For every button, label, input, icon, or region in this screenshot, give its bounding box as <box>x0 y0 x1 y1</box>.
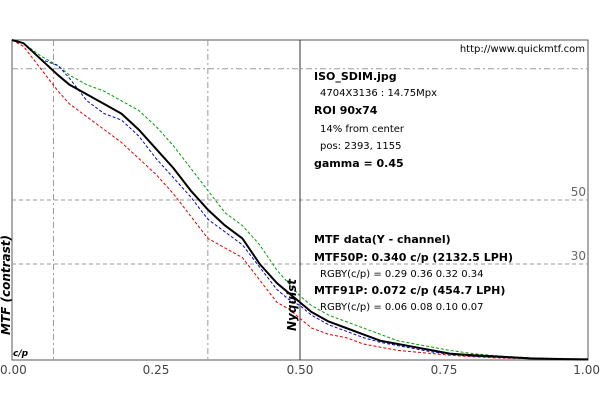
url-text: http://www.quickmtf.com <box>460 44 585 55</box>
info-mtf91: MTF91P: 0.072 c/p (454.7 LPH) <box>314 284 505 297</box>
ref-label-50: 50 <box>571 185 586 199</box>
nyquist-label: Nyquist <box>285 278 299 331</box>
series-group <box>11 39 589 361</box>
info-mtf91-rgby: RGBY(c/p) = 0.06 0.08 0.10 0.07 <box>320 302 483 313</box>
x-tick-label-0.75: 0.75 <box>431 363 458 377</box>
x-tick-labels: 0.00 0.25 0.50 0.75 1.00 <box>0 363 600 377</box>
x-tick-label-0.00: 0.00 <box>0 363 27 377</box>
info-mtf50: MTF50P: 0.340 c/p (2132.5 LPH) <box>314 251 513 264</box>
info-gamma: gamma = 0.45 <box>314 157 404 170</box>
reference-labels: 50 30 <box>571 185 586 263</box>
info-mtf50-rgby: RGBY(c/p) = 0.29 0.36 0.32 0.34 <box>320 269 483 280</box>
x-tick-label-1.00: 1.00 <box>573 363 600 377</box>
info-panel: ISO_SDIM.jpg 4704X3136 : 14.75Mpx ROI 90… <box>314 70 513 313</box>
x-tick-label-0.50: 0.50 <box>287 363 314 377</box>
x-tick-label-0.25: 0.25 <box>143 363 170 377</box>
x-axis-label: c/p <box>13 349 29 359</box>
grid-lines <box>12 40 588 360</box>
y-axis-label: MTF (contrast) <box>0 235 13 335</box>
info-dimensions: 4704X3136 : 14.75Mpx <box>320 88 437 99</box>
info-pos: pos: 2393, 1155 <box>320 141 401 152</box>
info-from-center: 14% from center <box>320 124 405 135</box>
series-line-r <box>11 39 589 361</box>
info-roi: ROI 90x74 <box>314 104 378 117</box>
ref-label-30: 30 <box>571 249 586 263</box>
info-mtf-header: MTF data(Y - channel) <box>314 233 451 246</box>
series-line-y <box>11 39 589 361</box>
info-filename: ISO_SDIM.jpg <box>314 70 397 83</box>
